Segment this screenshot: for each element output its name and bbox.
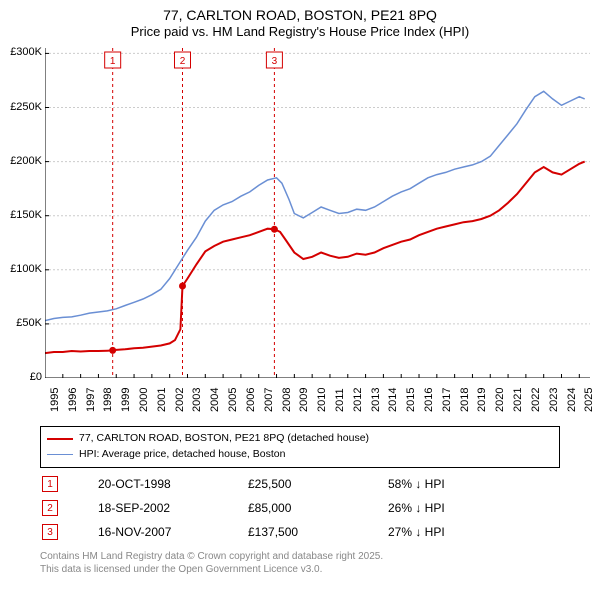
x-tick-label: 2025 [583,388,595,412]
legend-label: HPI: Average price, detached house, Bost… [79,447,285,463]
x-axis: 1995 1996 1997 1998 1999 2000 2001 2002 2003 2004… [45,378,590,428]
sale-row: 3 16-NOV-2007£137,50027% ↓ HPI [40,520,560,544]
x-tick-label: 2004 [209,388,221,412]
plot-area: 1 2 3 [45,48,590,378]
legend-label: 77, CARLTON ROAD, BOSTON, PE21 8PQ (deta… [79,431,369,447]
svg-text:2: 2 [180,56,186,67]
x-tick-label: 2009 [298,388,310,412]
x-tick-label: 1995 [49,388,61,412]
plot-svg: 1 2 3 [45,48,590,378]
x-tick-label: 2020 [494,388,506,412]
sale-marker-icon: 3 [42,524,58,540]
y-tick-label: £300K [0,46,42,58]
sale-delta: 27% ↓ HPI [388,525,560,539]
x-tick-label: 2006 [245,388,257,412]
x-tick-label: 2024 [566,388,578,412]
y-tick-label: £200K [0,155,42,167]
x-tick-label: 2023 [548,388,560,412]
x-tick-label: 2013 [370,388,382,412]
x-tick-label: 2008 [281,388,293,412]
y-tick-label: £50K [0,317,42,329]
x-tick-label: 2011 [334,388,346,412]
sale-price: £137,500 [248,525,388,539]
x-tick-label: 2017 [441,388,453,412]
x-tick-label: 2010 [316,388,328,412]
x-tick-label: 2000 [138,388,150,412]
sale-price: £85,000 [248,501,388,515]
sale-date: 18-SEP-2002 [98,501,248,515]
legend-swatch [47,454,73,455]
legend: 77, CARLTON ROAD, BOSTON, PE21 8PQ (deta… [40,426,560,468]
title-block: 77, CARLTON ROAD, BOSTON, PE21 8PQ Price… [0,0,600,41]
x-tick-label: 2002 [174,388,186,412]
x-tick-label: 2015 [405,388,417,412]
y-tick-label: £100K [0,263,42,275]
footer-line-1: Contains HM Land Registry data © Crown c… [40,550,383,563]
x-tick-label: 2021 [512,388,524,412]
x-tick-label: 2022 [530,388,542,412]
footer-line-2: This data is licensed under the Open Gov… [40,563,383,576]
sale-delta: 26% ↓ HPI [388,501,560,515]
x-tick-label: 2003 [191,388,203,412]
legend-swatch [47,438,73,440]
legend-row: HPI: Average price, detached house, Bost… [47,447,553,463]
x-tick-label: 2007 [263,388,275,412]
sale-price: £25,500 [248,477,388,491]
title-line-1: 77, CARLTON ROAD, BOSTON, PE21 8PQ [0,6,600,24]
x-tick-label: 2005 [227,388,239,412]
y-tick-label: £0 [0,371,42,383]
sale-date: 16-NOV-2007 [98,525,248,539]
x-tick-label: 2019 [476,388,488,412]
x-tick-label: 1999 [120,388,132,412]
x-tick-label: 2012 [352,388,364,412]
svg-text:1: 1 [110,56,116,67]
sale-marker-icon: 1 [42,476,58,492]
sale-date: 20-OCT-1998 [98,477,248,491]
x-tick-label: 2018 [459,388,471,412]
y-tick-label: £250K [0,101,42,113]
x-tick-label: 1997 [85,388,97,412]
footer: Contains HM Land Registry data © Crown c… [40,550,383,576]
sale-row: 2 18-SEP-2002£85,00026% ↓ HPI [40,496,560,520]
sale-marker-icon: 2 [42,500,58,516]
sale-delta: 58% ↓ HPI [388,477,560,491]
x-tick-label: 2014 [387,388,399,412]
chart-container: 77, CARLTON ROAD, BOSTON, PE21 8PQ Price… [0,0,600,590]
sale-row: 1 20-OCT-1998£25,50058% ↓ HPI [40,472,560,496]
svg-text:3: 3 [272,56,278,67]
y-tick-label: £150K [0,209,42,221]
x-tick-label: 1998 [102,388,114,412]
x-tick-label: 2001 [156,388,168,412]
legend-row: 77, CARLTON ROAD, BOSTON, PE21 8PQ (deta… [47,431,553,447]
title-line-2: Price paid vs. HM Land Registry's House … [0,24,600,41]
sales-table: 1 20-OCT-1998£25,50058% ↓ HPI 2 18-SEP-2002… [40,472,560,544]
x-tick-label: 2016 [423,388,435,412]
x-tick-label: 1996 [67,388,79,412]
